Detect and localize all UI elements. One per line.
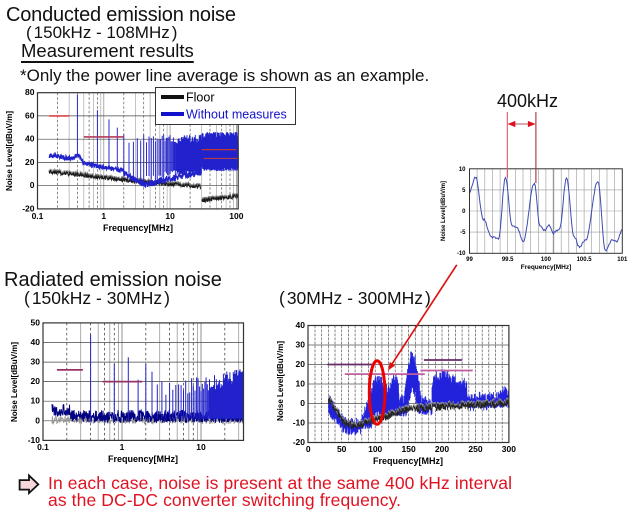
svg-text:1: 1 (120, 442, 125, 452)
svg-text:0: 0 (462, 209, 466, 215)
svg-text:80: 80 (25, 87, 35, 97)
svg-text:Frequency[MHz]: Frequency[MHz] (373, 456, 443, 466)
svg-text:10: 10 (31, 396, 41, 406)
svg-text:0: 0 (306, 444, 311, 454)
svg-text:99.5: 99.5 (502, 257, 514, 263)
svg-text:30: 30 (296, 340, 306, 350)
svg-text:0.1: 0.1 (32, 211, 44, 221)
svg-text:50: 50 (337, 444, 347, 454)
svg-text:10: 10 (296, 379, 306, 389)
svg-text:250: 250 (468, 444, 482, 454)
svg-text:60: 60 (25, 110, 35, 120)
svg-text:10: 10 (196, 442, 206, 452)
svg-text:Noise Level[dBuV/m]: Noise Level[dBuV/m] (5, 111, 14, 191)
svg-text:Frequency[MHz]: Frequency[MHz] (103, 223, 173, 233)
svg-text:1: 1 (101, 211, 106, 221)
svg-text:100.5: 100.5 (577, 257, 593, 263)
svg-text:300: 300 (502, 444, 516, 454)
svg-text:Noise Level[dBuV/m]: Noise Level[dBuV/m] (276, 341, 285, 421)
svg-text:10: 10 (459, 167, 466, 173)
svg-text:40: 40 (25, 134, 35, 144)
svg-text:-20: -20 (22, 203, 35, 213)
svg-text:-10: -10 (457, 251, 466, 257)
svg-text:Floor: Floor (186, 91, 214, 105)
svg-text:99: 99 (466, 257, 473, 263)
svg-text:20: 20 (25, 157, 35, 167)
svg-text:150: 150 (402, 444, 416, 454)
svg-text:-5: -5 (460, 230, 466, 236)
svg-text:-20: -20 (293, 437, 306, 447)
svg-text:40: 40 (31, 337, 41, 347)
svg-text:Noise Level[dBuV/m]: Noise Level[dBuV/m] (441, 181, 447, 241)
svg-text:-10: -10 (28, 435, 41, 445)
svg-text:30: 30 (31, 357, 41, 367)
svg-text:50: 50 (31, 317, 41, 327)
svg-text:0.1: 0.1 (37, 442, 49, 452)
svg-text:100: 100 (541, 257, 552, 263)
svg-text:100: 100 (229, 211, 243, 221)
svg-text:40: 40 (296, 320, 306, 330)
svg-text:5: 5 (462, 188, 466, 194)
svg-text:Frequency[MHz]: Frequency[MHz] (108, 454, 178, 464)
svg-text:20: 20 (31, 376, 41, 386)
svg-text:100: 100 (368, 444, 382, 454)
svg-text:10: 10 (165, 211, 175, 221)
svg-text:0: 0 (300, 398, 305, 408)
svg-text:Noise Level[dBuV/m]: Noise Level[dBuV/m] (10, 342, 19, 422)
svg-text:0: 0 (35, 415, 40, 425)
svg-text:-10: -10 (293, 418, 306, 428)
svg-text:0: 0 (30, 180, 35, 190)
svg-text:Without measures: Without measures (186, 108, 287, 122)
svg-text:Frequency[MHz]: Frequency[MHz] (521, 264, 572, 271)
svg-text:20: 20 (296, 359, 306, 369)
svg-text:101: 101 (617, 257, 628, 263)
svg-text:200: 200 (435, 444, 449, 454)
